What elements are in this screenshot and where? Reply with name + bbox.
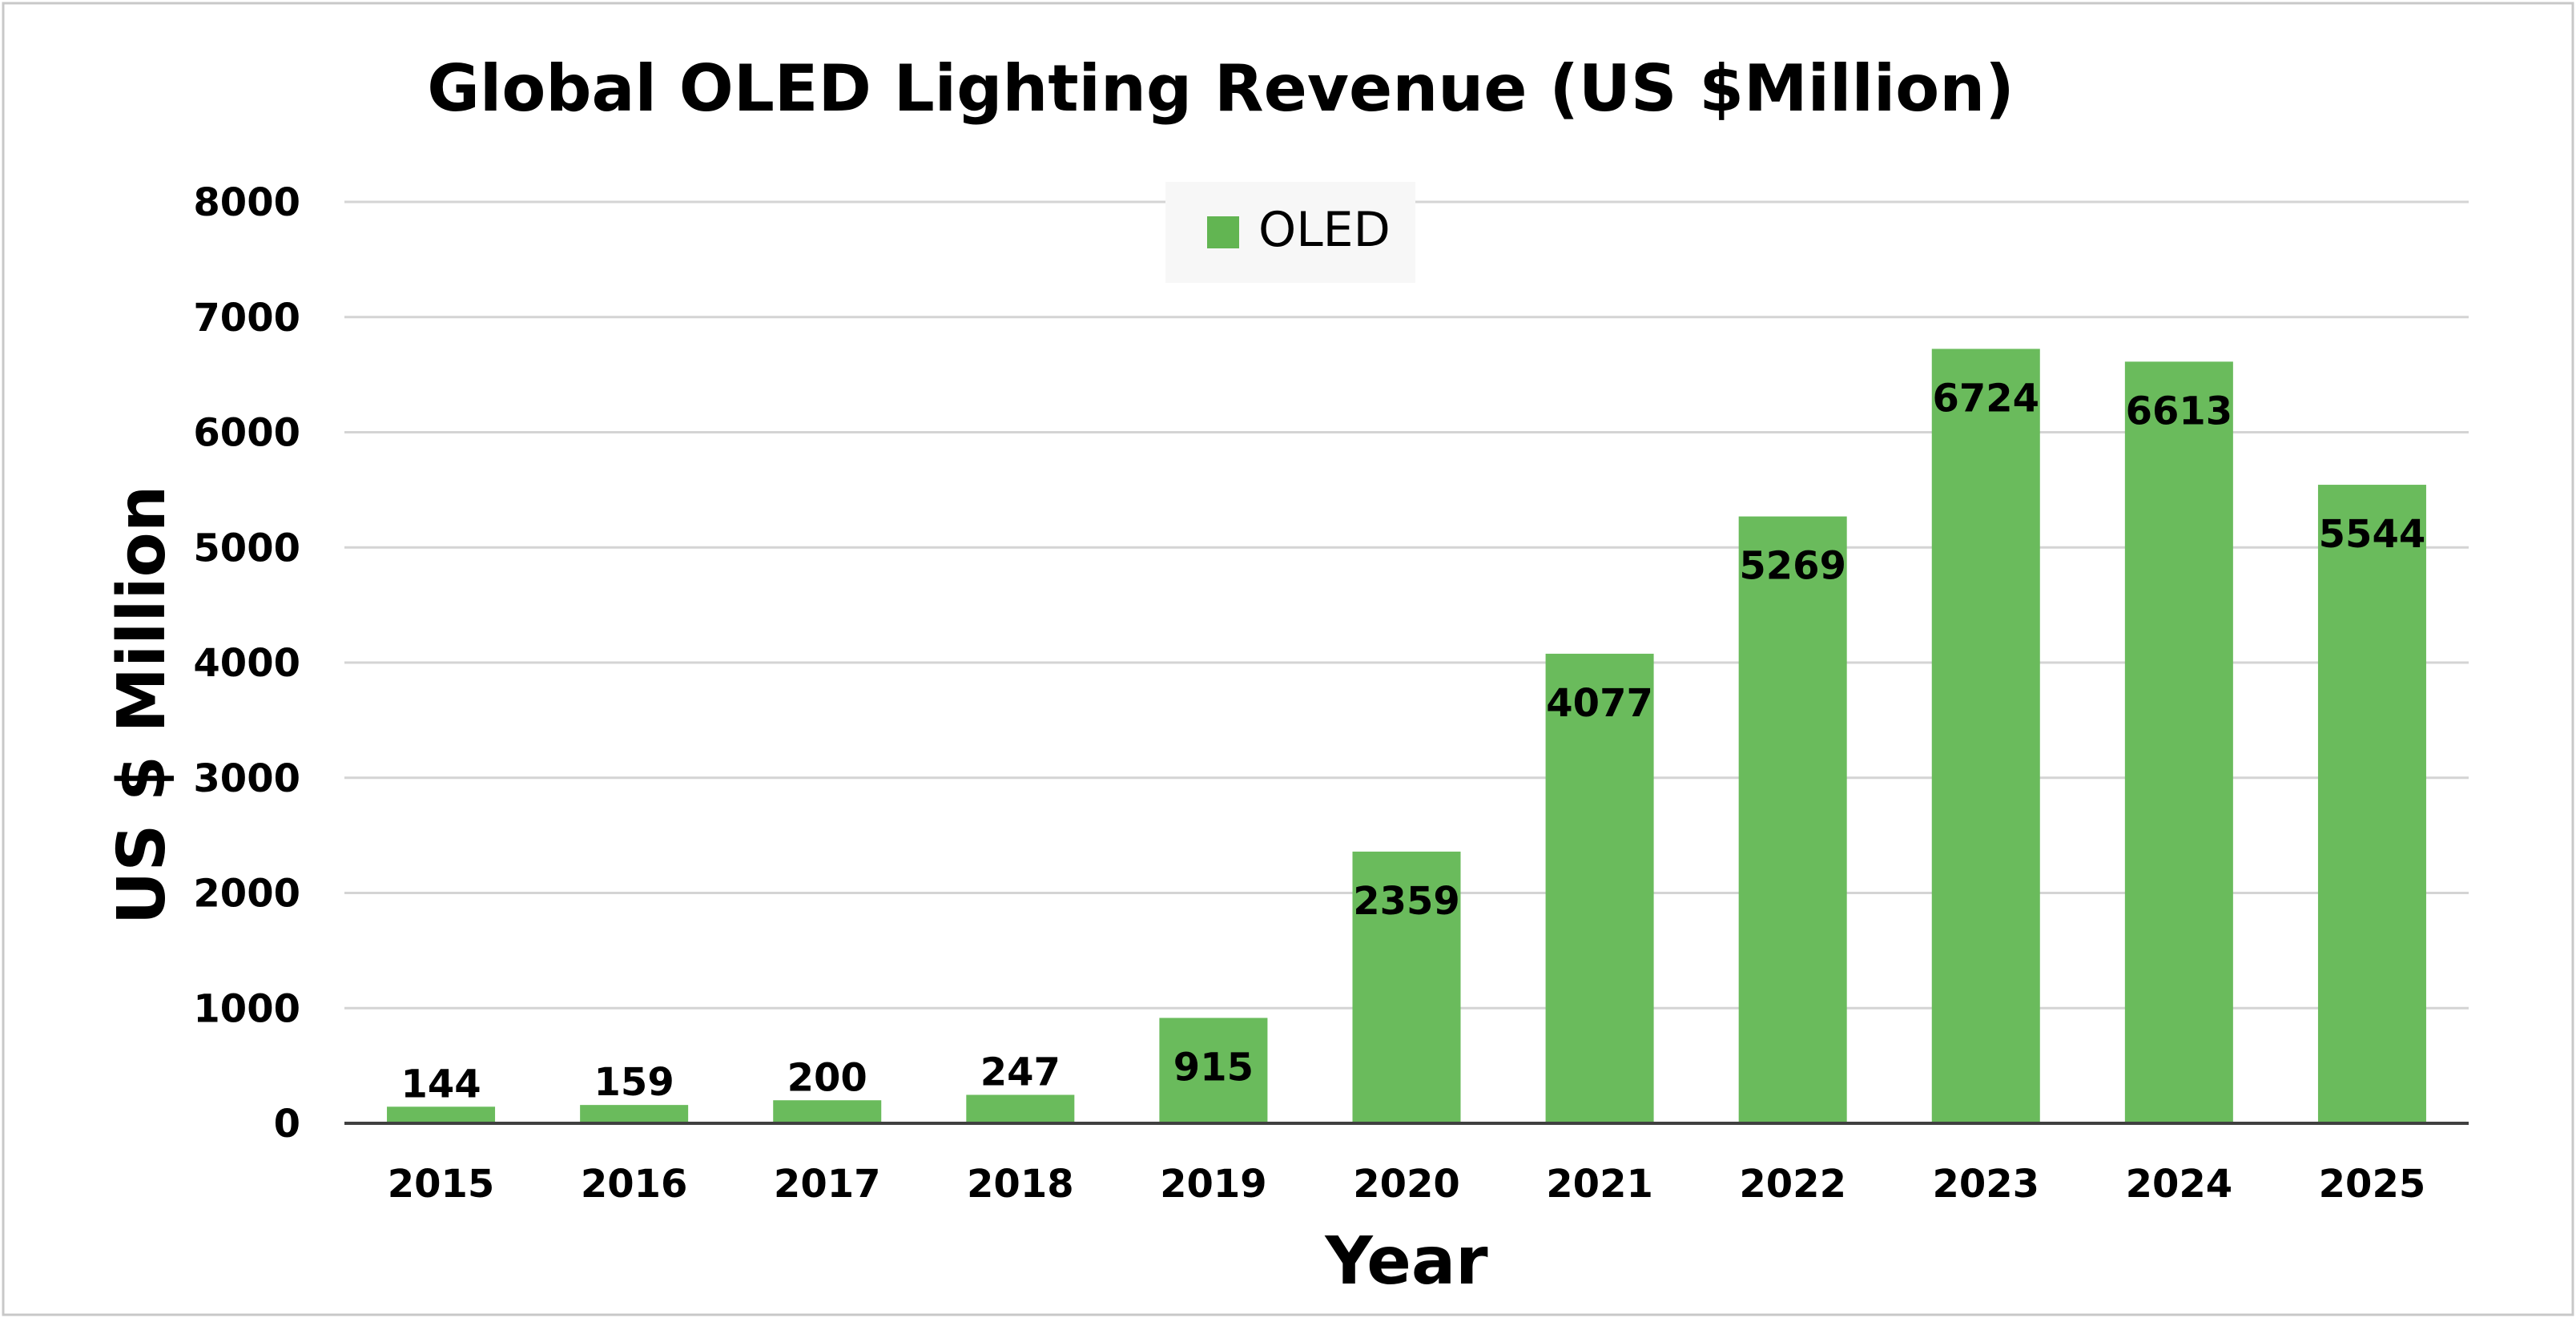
x-tick-label: 2022	[1739, 1162, 1846, 1207]
legend-swatch	[1207, 216, 1239, 248]
legend-label: OLED	[1258, 202, 1391, 258]
chart-title: Global OLED Lighting Revenue (US $Millio…	[427, 51, 2015, 126]
y-tick-label: 6000	[193, 411, 300, 456]
x-tick-label: 2017	[774, 1162, 881, 1207]
x-tick-label: 2023	[1932, 1162, 2039, 1207]
data-label: 200	[787, 1055, 867, 1100]
data-label: 5269	[1739, 544, 1846, 589]
bar-2018	[966, 1094, 1075, 1123]
data-label: 6613	[2126, 389, 2233, 433]
data-label: 159	[594, 1060, 674, 1105]
x-tick-label: 2019	[1160, 1162, 1267, 1207]
data-label: 144	[400, 1062, 481, 1106]
x-axis-title: Year	[1324, 1223, 1488, 1300]
x-tick-label: 2015	[388, 1162, 495, 1207]
data-label: 915	[1173, 1045, 1254, 1090]
y-axis-title: US $ Million	[104, 486, 180, 925]
data-label: 2359	[1353, 879, 1460, 924]
bar-2019	[1159, 1018, 1268, 1123]
y-tick-label: 4000	[193, 641, 300, 686]
y-tick-label: 7000	[193, 296, 300, 341]
x-tick-label: 2021	[1546, 1162, 1653, 1207]
bars	[387, 349, 2426, 1124]
x-tick-label: 2025	[2319, 1162, 2426, 1207]
x-tick-label: 2018	[967, 1162, 1074, 1207]
bar-2015	[387, 1106, 496, 1123]
data-label: 4077	[1546, 681, 1653, 726]
x-tick-label: 2016	[581, 1162, 688, 1207]
y-tick-label: 1000	[193, 986, 300, 1031]
y-tick-label: 8000	[193, 180, 300, 225]
data-label: 6724	[1932, 376, 2039, 421]
bar-2016	[580, 1105, 689, 1123]
y-tick-label: 2000	[193, 872, 300, 917]
data-labels: 144 159 200 247 915 2359 4077 5269 6724 6613 5544	[400, 376, 2425, 1106]
data-label: 5544	[2319, 512, 2426, 557]
bar-2021	[1545, 653, 1654, 1123]
x-tick-label: 2020	[1353, 1162, 1460, 1207]
bar-2020	[1352, 851, 1461, 1123]
y-tick-label: 3000	[193, 756, 300, 801]
x-tick-label: 2024	[2126, 1162, 2233, 1207]
bar-2017	[773, 1100, 882, 1123]
y-tick-label: 0	[274, 1102, 300, 1147]
gridlines	[344, 200, 2469, 1010]
legend: OLED	[1165, 182, 1415, 283]
y-tick-labels: 0 1000 2000 3000 4000 5000 6000 7000 8000	[193, 180, 300, 1147]
y-tick-label: 5000	[193, 526, 300, 570]
x-tick-labels: 2015 2016 2017 2018 2019 2020 2021 2022 2023 2024…	[388, 1162, 2426, 1207]
bar-2023	[1931, 349, 2040, 1123]
data-label: 247	[980, 1050, 1061, 1094]
bar-2022	[1738, 516, 1847, 1123]
bar-2025	[2317, 485, 2426, 1123]
bar-2024	[2124, 361, 2233, 1124]
